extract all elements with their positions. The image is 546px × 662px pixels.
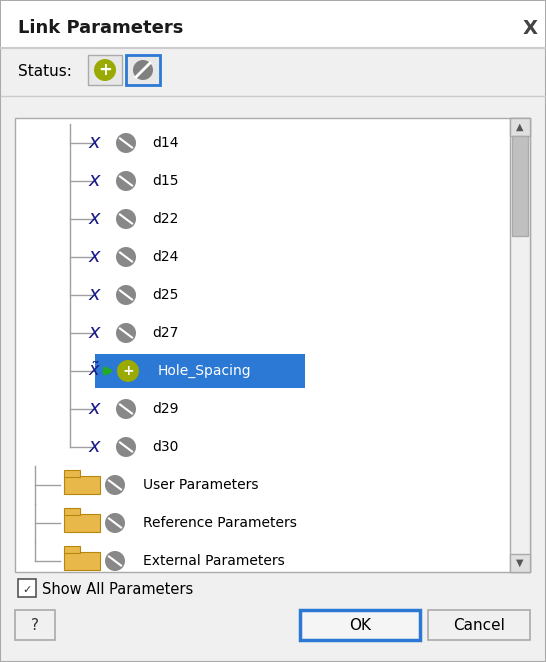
Text: ▼: ▼ bbox=[517, 558, 524, 568]
Bar bbox=[1, 1, 545, 48]
Bar bbox=[512, 136, 528, 236]
Circle shape bbox=[105, 475, 125, 495]
Text: Status:: Status: bbox=[18, 64, 72, 79]
Text: ▲: ▲ bbox=[517, 122, 524, 132]
Text: User Parameters: User Parameters bbox=[143, 478, 258, 492]
Bar bbox=[510, 118, 530, 136]
Text: d30: d30 bbox=[152, 440, 179, 454]
Bar bbox=[428, 610, 530, 640]
Bar bbox=[126, 55, 160, 85]
Text: +: + bbox=[122, 364, 134, 378]
Text: ✓: ✓ bbox=[22, 585, 32, 595]
Bar bbox=[18, 579, 36, 597]
Text: External Parameters: External Parameters bbox=[143, 554, 285, 568]
Circle shape bbox=[116, 171, 136, 191]
Bar bbox=[15, 118, 530, 572]
Text: Reference Parameters: Reference Parameters bbox=[143, 516, 297, 530]
Text: d22: d22 bbox=[152, 212, 179, 226]
Bar bbox=[64, 552, 100, 570]
Text: $\mathit{x}$: $\mathit{x}$ bbox=[88, 324, 102, 342]
Text: $\mathit{x}$: $\mathit{x}$ bbox=[88, 248, 102, 267]
Circle shape bbox=[94, 59, 116, 81]
Text: Hole_Spacing: Hole_Spacing bbox=[158, 364, 252, 378]
Text: X: X bbox=[523, 19, 537, 38]
Text: $\mathit{x}$: $\mathit{x}$ bbox=[88, 285, 102, 305]
Circle shape bbox=[116, 247, 136, 267]
Text: d25: d25 bbox=[152, 288, 179, 302]
Bar bbox=[510, 554, 530, 572]
Circle shape bbox=[116, 133, 136, 153]
Text: d29: d29 bbox=[152, 402, 179, 416]
Text: ?: ? bbox=[31, 618, 39, 632]
Circle shape bbox=[105, 513, 125, 533]
Text: $\mathit{x}$: $\mathit{x}$ bbox=[88, 438, 102, 457]
Text: $\mathit{x}$: $\mathit{x}$ bbox=[88, 209, 102, 228]
Text: Link Parameters: Link Parameters bbox=[18, 19, 183, 37]
Circle shape bbox=[116, 285, 136, 305]
Bar bbox=[15, 610, 55, 640]
Circle shape bbox=[133, 60, 153, 80]
Text: d15: d15 bbox=[152, 174, 179, 188]
Circle shape bbox=[117, 360, 139, 382]
Text: Show All Parameters: Show All Parameters bbox=[42, 583, 193, 598]
Bar bbox=[510, 118, 530, 572]
Circle shape bbox=[105, 551, 125, 571]
Bar bbox=[64, 508, 80, 515]
Bar bbox=[300, 610, 420, 640]
Text: Cancel: Cancel bbox=[453, 618, 505, 632]
Text: OK: OK bbox=[349, 618, 371, 632]
Bar bbox=[64, 470, 80, 477]
Text: d14: d14 bbox=[152, 136, 179, 150]
Text: $\mathit{x}$: $\mathit{x}$ bbox=[88, 171, 102, 191]
Circle shape bbox=[116, 323, 136, 343]
Bar bbox=[64, 514, 100, 532]
Bar bbox=[95, 354, 305, 388]
Text: d27: d27 bbox=[152, 326, 179, 340]
Text: d24: d24 bbox=[152, 250, 179, 264]
Text: +: + bbox=[98, 61, 112, 79]
Circle shape bbox=[116, 209, 136, 229]
Bar bbox=[64, 476, 100, 494]
Bar bbox=[64, 546, 80, 553]
Text: $\mathit{\tilde{x}}$: $\mathit{\tilde{x}}$ bbox=[88, 361, 102, 380]
Circle shape bbox=[116, 399, 136, 419]
Bar bbox=[88, 55, 122, 85]
Text: $\mathit{x}$: $\mathit{x}$ bbox=[88, 134, 102, 152]
Circle shape bbox=[116, 437, 136, 457]
Text: $\mathit{x}$: $\mathit{x}$ bbox=[88, 399, 102, 418]
